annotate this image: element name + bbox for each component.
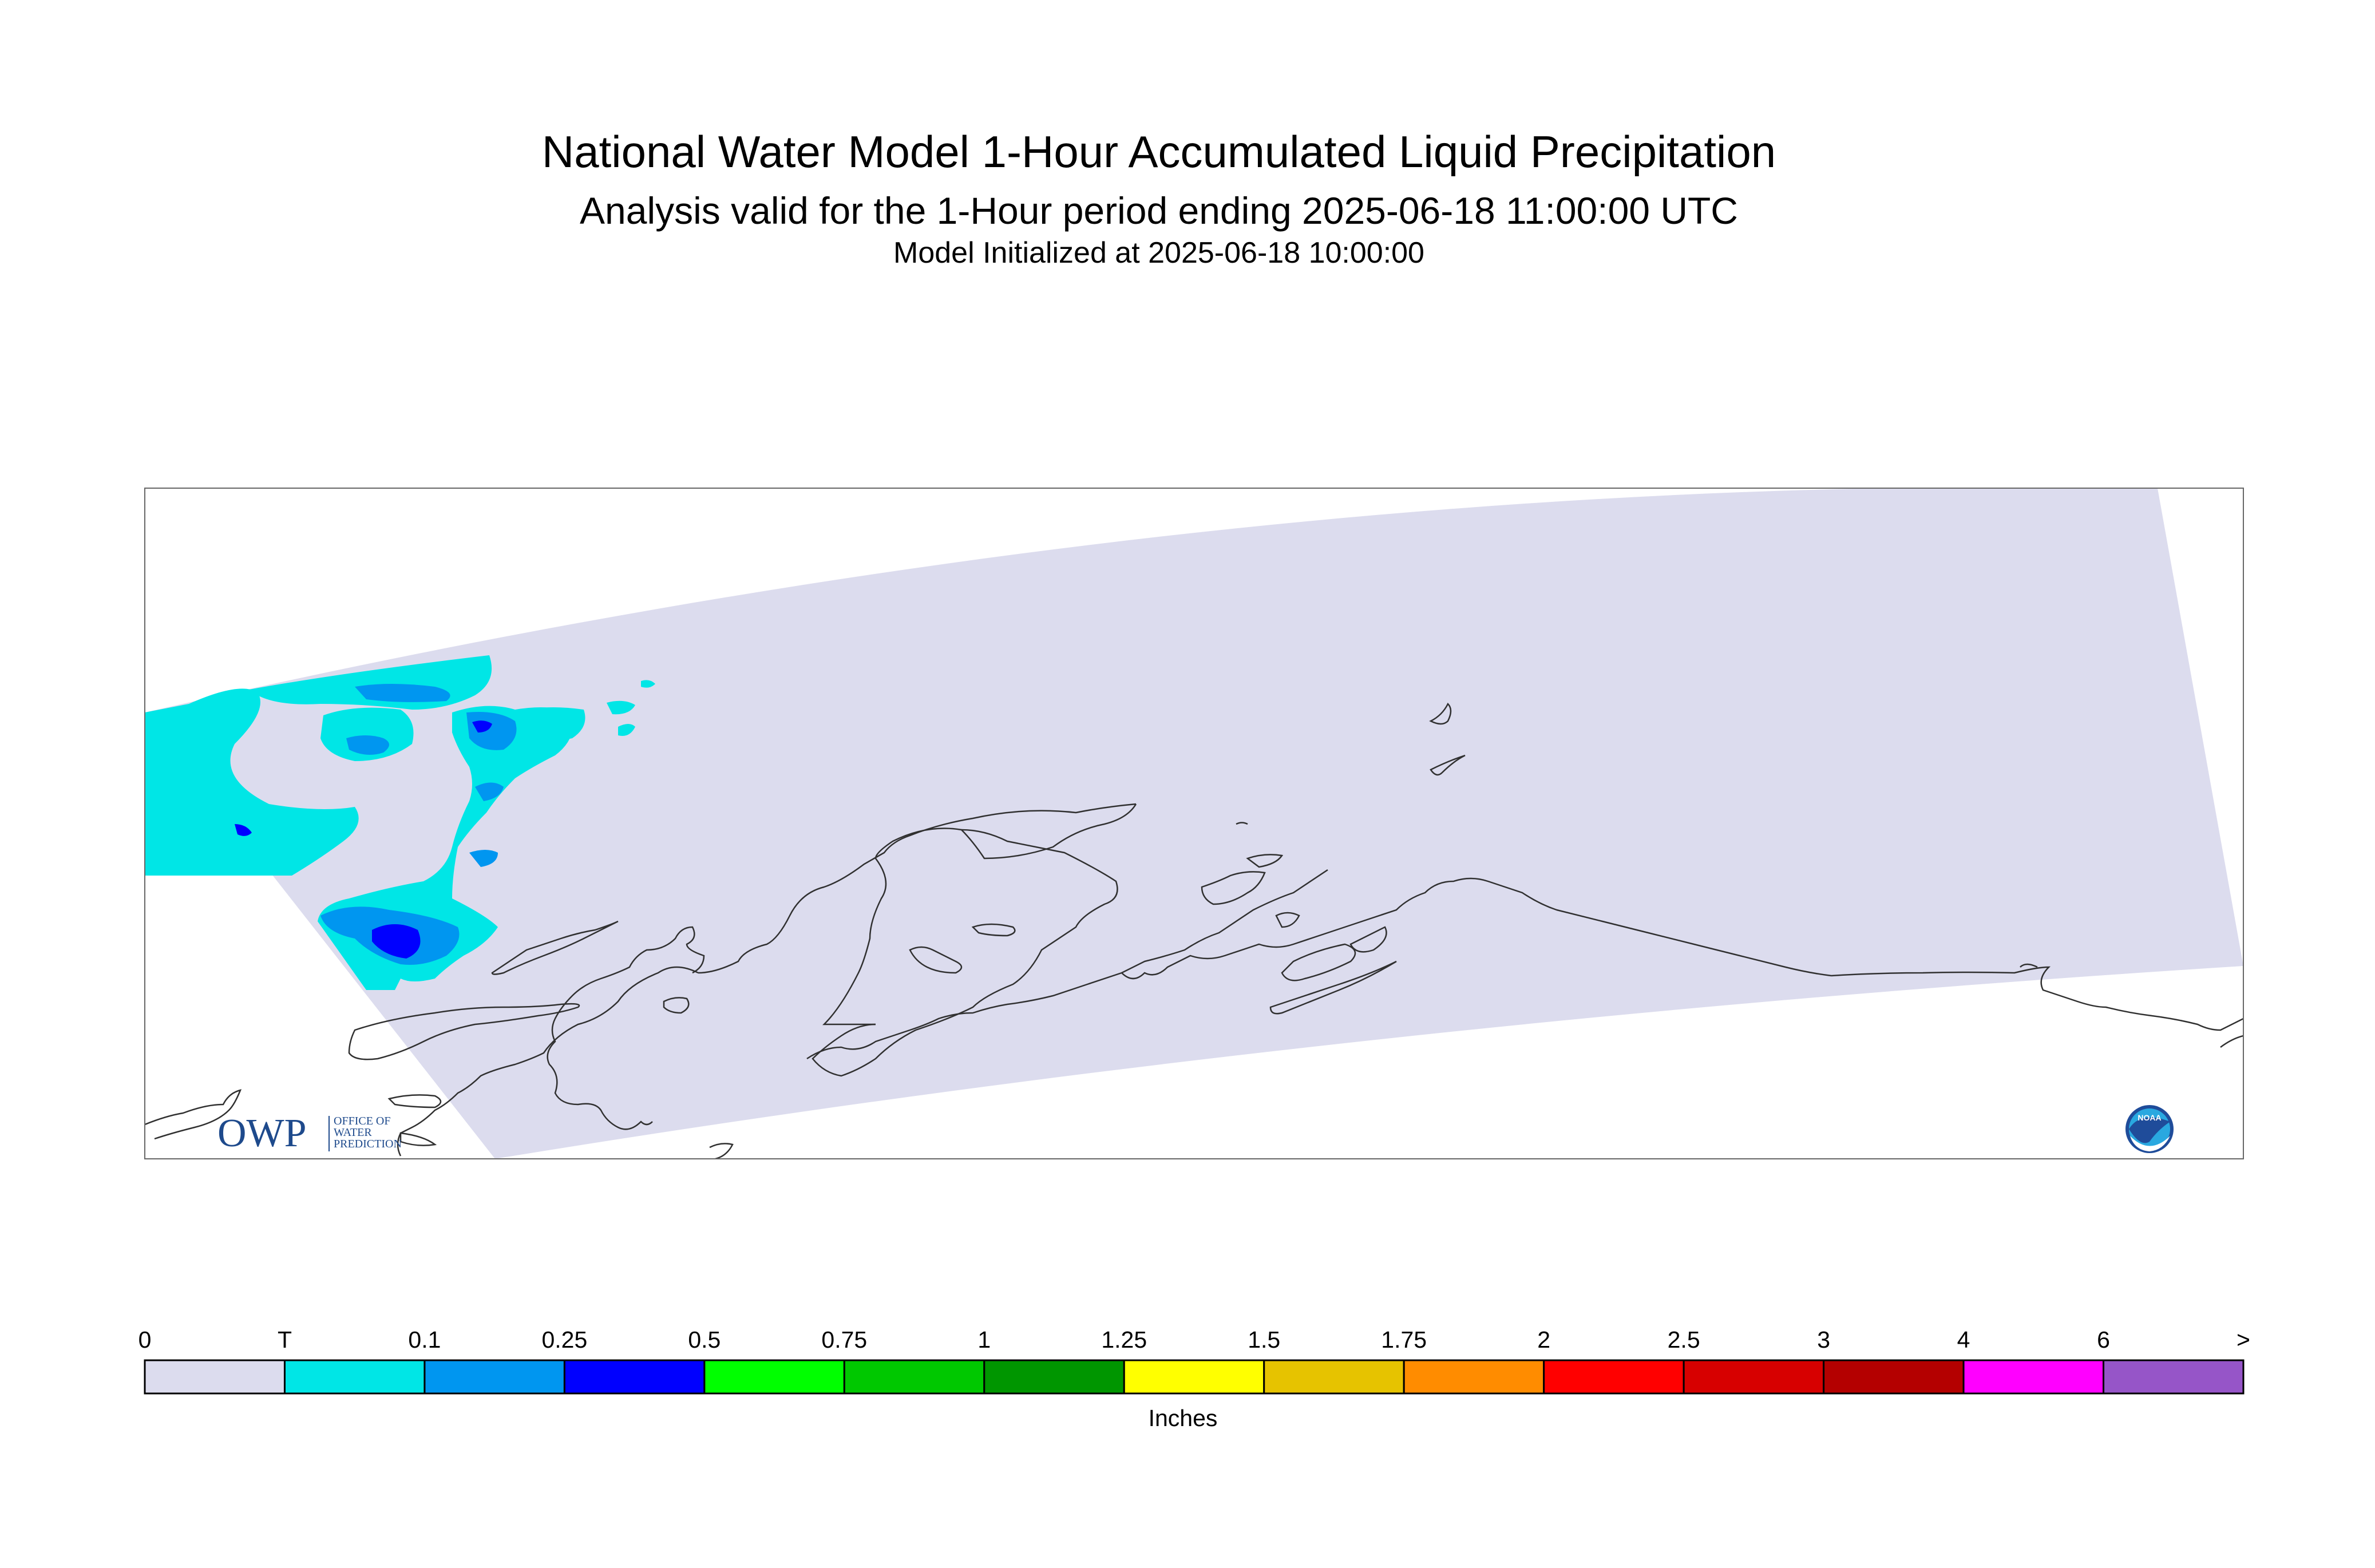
model-init-time: Model Initialized at 2025-06-18 10:00:00 [893,236,1424,270]
valid-period-subtitle: Analysis valid for the 1-Hour period end… [580,189,1738,232]
legend-swatch [1123,1359,1265,1395]
legend-swatch [1263,1359,1405,1395]
legend-tick-labels: 0 T 0.1 0.25 0.5 0.75 1 1.25 1.5 1.75 2 2.5 3 4 6 > [138,1327,2250,1353]
legend-swatch [2103,1359,2245,1395]
legend-tick-label: 1.25 [1101,1327,1147,1353]
legend-tick-label: T [278,1327,292,1353]
owp-logo: OWP OFFICE OF WATER PREDICTION [217,1111,402,1155]
legend-tick-label: 0 [138,1327,152,1353]
owp-logo-line2: WATER [334,1126,372,1139]
precip-moderate-areas [235,720,492,959]
page-title: National Water Model 1-Hour Accumulated … [541,126,1776,177]
legend-swatch [703,1359,845,1395]
legend-tick-label: 0.25 [541,1327,587,1353]
legend-units-label: Inches [1148,1405,1218,1431]
owp-logo-line1: OFFICE OF [334,1115,390,1127]
legend-tick-label: 2.5 [1668,1327,1700,1353]
legend-swatch [144,1359,286,1395]
legend-swatch [1543,1359,1685,1395]
legend-swatch [283,1359,426,1395]
legend-tick-label: 1 [977,1327,991,1353]
owp-logo-line3: PREDICTION [334,1138,402,1150]
legend-tick-label: 3 [1817,1327,1830,1353]
legend-tick-label: 0.5 [688,1327,721,1353]
legend-swatch [1823,1359,1965,1395]
map-border [144,488,2244,1159]
noaa-logo: NOAA [2125,1105,2174,1153]
model-domain-area [145,488,2243,1159]
legend-swatch [1962,1359,2105,1395]
legend-swatch [423,1359,565,1395]
legend-swatch [983,1359,1125,1395]
legend-swatch [563,1359,706,1395]
coastlines [145,702,2243,1159]
legend-tick-label: > [2237,1327,2250,1353]
owp-logo-text: OWP [217,1111,307,1155]
legend-swatch [1683,1359,1825,1395]
legend-tick-label: 4 [1957,1327,1970,1353]
legend-tick-label: 1.5 [1248,1327,1280,1353]
legend-tick-label: 0.75 [821,1327,867,1353]
legend-tick-label: 2 [1537,1327,1550,1353]
legend-colorbar [144,1359,2245,1395]
legend-tick-label: 0.1 [408,1327,441,1353]
noaa-logo-text: NOAA [2138,1113,2161,1122]
legend-tick-label: 1.75 [1381,1327,1427,1353]
legend-swatch [1403,1359,1545,1395]
legend-swatch [843,1359,985,1395]
legend-tick-label: 6 [2097,1327,2110,1353]
